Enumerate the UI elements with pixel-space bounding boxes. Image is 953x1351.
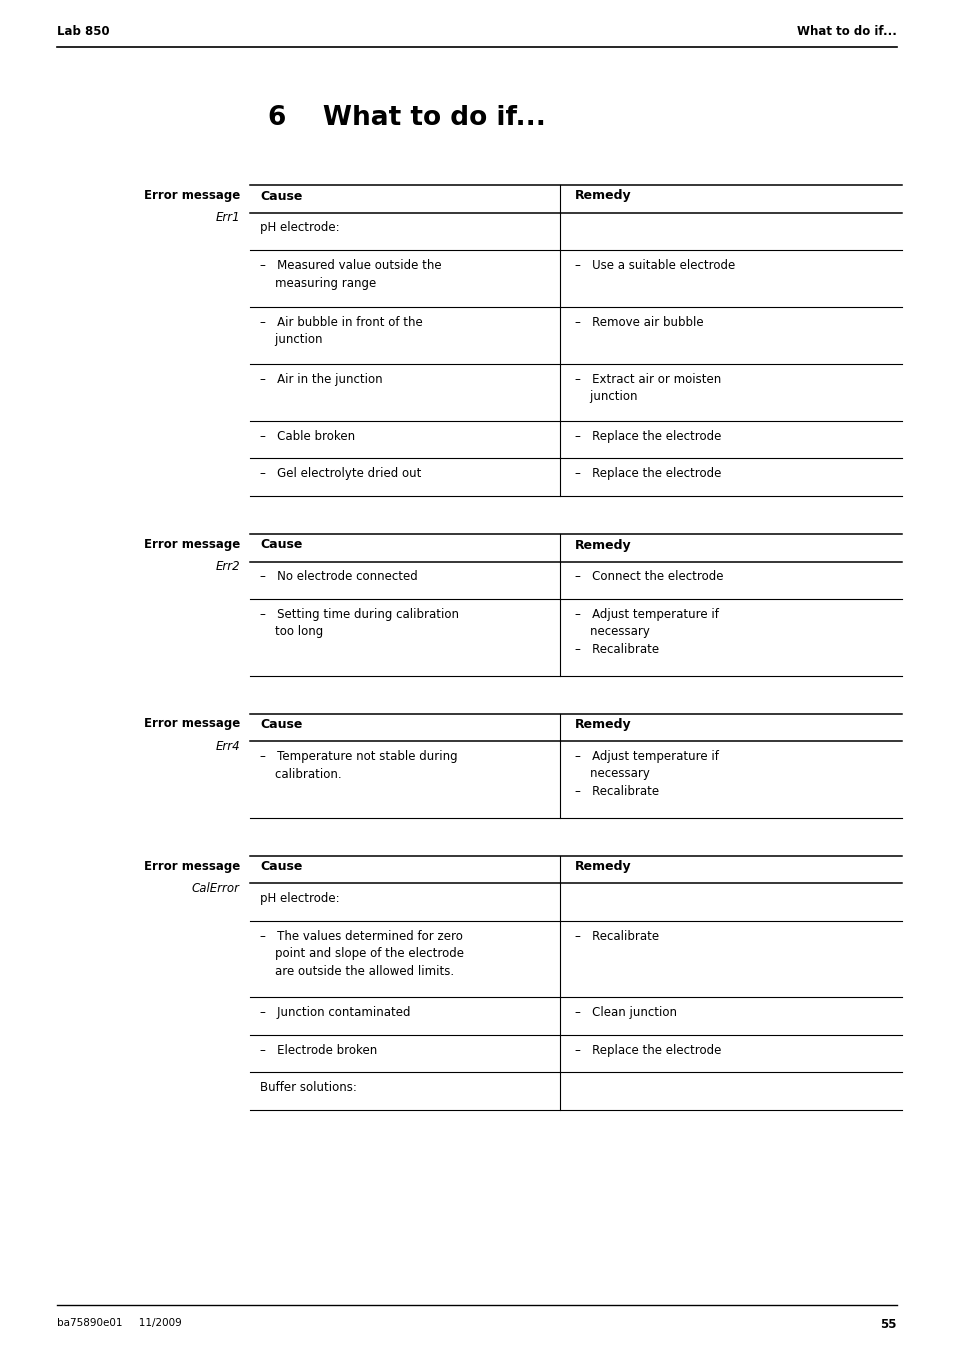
Text: Err2: Err2 [215, 561, 240, 573]
Text: Remedy: Remedy [575, 861, 631, 873]
Text: pH electrode:: pH electrode: [260, 222, 339, 235]
Text: Buffer solutions:: Buffer solutions: [260, 1081, 356, 1094]
Text: –   Recalibrate: – Recalibrate [575, 929, 659, 943]
Text: –   Clean junction: – Clean junction [575, 1006, 677, 1019]
Text: Err1: Err1 [215, 211, 240, 224]
Text: ba75890e01     11/2009: ba75890e01 11/2009 [57, 1319, 182, 1328]
Text: –   The values determined for zero
    point and slope of the electrode
    are : – The values determined for zero point a… [260, 929, 463, 978]
Text: –   Air bubble in front of the
    junction: – Air bubble in front of the junction [260, 316, 422, 346]
Text: pH electrode:: pH electrode: [260, 892, 339, 905]
Text: –   Replace the electrode: – Replace the electrode [575, 1043, 720, 1056]
Text: Cause: Cause [260, 189, 302, 203]
Text: –   Setting time during calibration
    too long: – Setting time during calibration too lo… [260, 608, 458, 639]
Text: –   Use a suitable electrode: – Use a suitable electrode [575, 259, 735, 272]
Text: Cause: Cause [260, 861, 302, 873]
Text: –   Adjust temperature if
    necessary
–   Recalibrate: – Adjust temperature if necessary – Reca… [575, 750, 719, 798]
Text: Error message: Error message [144, 538, 240, 551]
Text: Error message: Error message [144, 859, 240, 873]
Text: –   Electrode broken: – Electrode broken [260, 1043, 376, 1056]
Text: 55: 55 [880, 1319, 896, 1331]
Text: Lab 850: Lab 850 [57, 26, 110, 38]
Text: Error message: Error message [144, 717, 240, 731]
Text: –   Junction contaminated: – Junction contaminated [260, 1006, 410, 1019]
Text: –   Air in the junction: – Air in the junction [260, 373, 382, 386]
Text: CalError: CalError [192, 881, 240, 894]
Text: What to do if...: What to do if... [797, 26, 896, 38]
Text: –   Replace the electrode: – Replace the electrode [575, 430, 720, 443]
Text: –   Extract air or moisten
    junction: – Extract air or moisten junction [575, 373, 720, 404]
Text: Remedy: Remedy [575, 539, 631, 551]
Text: –   Remove air bubble: – Remove air bubble [575, 316, 703, 330]
Text: 6    What to do if...: 6 What to do if... [268, 105, 545, 131]
Text: –   Connect the electrode: – Connect the electrode [575, 570, 722, 584]
Text: –   Gel electrolyte dried out: – Gel electrolyte dried out [260, 467, 421, 481]
Text: –   No electrode connected: – No electrode connected [260, 570, 417, 584]
Text: –   Replace the electrode: – Replace the electrode [575, 467, 720, 481]
Text: Cause: Cause [260, 539, 302, 551]
Text: Cause: Cause [260, 717, 302, 731]
Text: –   Adjust temperature if
    necessary
–   Recalibrate: – Adjust temperature if necessary – Reca… [575, 608, 719, 657]
Text: –   Cable broken: – Cable broken [260, 430, 355, 443]
Text: Remedy: Remedy [575, 717, 631, 731]
Text: –   Measured value outside the
    measuring range: – Measured value outside the measuring r… [260, 259, 441, 289]
Text: Err4: Err4 [215, 739, 240, 753]
Text: –   Temperature not stable during
    calibration.: – Temperature not stable during calibrat… [260, 750, 457, 781]
Text: Remedy: Remedy [575, 189, 631, 203]
Text: Error message: Error message [144, 189, 240, 203]
